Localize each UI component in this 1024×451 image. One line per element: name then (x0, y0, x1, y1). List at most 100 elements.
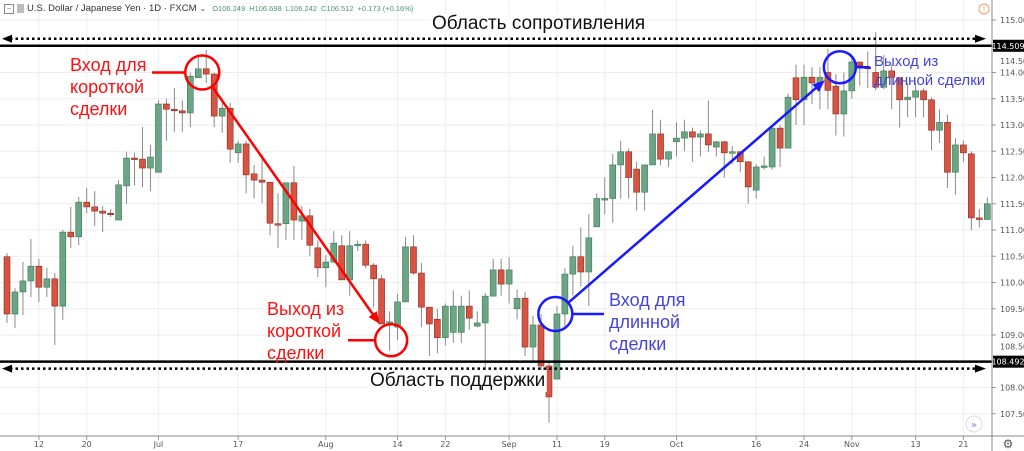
candle-up (187, 75, 194, 114)
short-entry-label: Вход для короткой сделки (70, 55, 147, 119)
candle-up (697, 133, 704, 138)
ohlc-close: C106.512 (320, 4, 354, 13)
candle-down (872, 72, 880, 88)
candle-down (434, 318, 441, 338)
candle-down (99, 210, 106, 214)
warning-icon (978, 3, 990, 15)
support-zone-label: Область поддержки (368, 370, 548, 392)
candle-up (513, 297, 521, 310)
candle-down (888, 70, 895, 78)
candle-up (936, 122, 943, 131)
candle-down (266, 181, 274, 224)
candle-down (856, 61, 864, 66)
time-tick-label: 22 (440, 440, 450, 449)
candle-up (489, 269, 497, 297)
candle-up (457, 305, 465, 333)
resistance-price-badge-label: 114.509 (991, 42, 1024, 51)
arrow-right-icon (975, 364, 986, 373)
price-tick-label: 114.500 (1000, 57, 1024, 66)
candle-up (147, 156, 154, 169)
candle-down (808, 76, 816, 84)
ohlc-high: H106.698 (249, 4, 282, 13)
candle-down (776, 127, 784, 149)
candle-down (242, 143, 250, 176)
candle-down (107, 212, 114, 215)
time-tick-label: 21 (958, 440, 968, 449)
candle-down (226, 107, 234, 150)
candle-down (131, 157, 138, 160)
candle-down (521, 297, 529, 348)
candle-up (115, 184, 122, 221)
candle-down (163, 103, 170, 110)
time-tick-label: Jul (153, 440, 164, 449)
candle-up (218, 107, 226, 117)
candle-up (952, 144, 959, 173)
candle-up (760, 165, 768, 168)
time-tick-label: Oct (670, 440, 684, 449)
candle-up (593, 198, 601, 228)
price-tick-label: 109.000 (1000, 331, 1024, 340)
candle-down (944, 122, 951, 173)
candle-down (537, 324, 545, 367)
long-entry-label: Вход для длинной сделки (609, 290, 686, 354)
candle-down (258, 179, 266, 183)
candle-down (3, 256, 11, 315)
time-tick-label: 19 (600, 440, 610, 449)
symbol-title[interactable]: U.S. Dollar / Japanese Yen · 1D · FXCM (27, 3, 197, 14)
candle-down (179, 110, 186, 114)
ohlc-change: +0.173 (+0.16%) (357, 4, 414, 13)
candle-up (59, 231, 67, 307)
price-tick-label: 108.500 (1000, 343, 1024, 352)
candle-up (585, 237, 593, 273)
chevron-down-icon[interactable]: ⌄ (199, 4, 207, 13)
time-tick-label: 24 (799, 440, 809, 449)
candle-down (832, 85, 840, 115)
symbol-flag-icon (17, 4, 24, 13)
price-tick-label: 108.000 (1000, 384, 1024, 393)
candle-down (171, 108, 178, 112)
short-trade-arrow (211, 86, 377, 319)
candle-up (194, 68, 202, 79)
support-price-badge (993, 355, 1024, 368)
settings-gear-icon[interactable]: ⚙ (1003, 437, 1014, 451)
candle-up (728, 151, 736, 154)
candle-up (904, 96, 911, 101)
price-tick-label: 113.000 (1000, 121, 1024, 130)
double-chevron-right-icon: » (971, 420, 977, 431)
price-tick-label: 114.000 (1000, 69, 1024, 78)
time-tick-label: 17 (233, 440, 243, 449)
candle-down (689, 131, 696, 138)
candle-down (744, 161, 752, 188)
scroll-to-realtime-button[interactable] (965, 415, 983, 433)
candle-up (27, 265, 35, 282)
candle-up (665, 151, 672, 160)
price-tick-label: 112.500 (1000, 147, 1024, 156)
time-tick-label: 14 (392, 440, 402, 449)
candle-down (976, 217, 983, 220)
candle-up (681, 131, 688, 139)
candle-down (370, 264, 377, 280)
candle-up (569, 256, 577, 275)
price-tick-label: 111.000 (1000, 226, 1024, 235)
candle-up (19, 280, 27, 293)
candle-down (896, 77, 903, 101)
candle-up (609, 164, 617, 199)
candle-down (418, 272, 425, 308)
chart-header: − U.S. Dollar / Japanese Yen · 1D · FXCM… (4, 3, 413, 14)
collapse-icon[interactable]: − (4, 3, 14, 14)
candle-down (91, 206, 98, 212)
price-tick-label: 110.500 (1000, 252, 1024, 261)
candle-down (577, 256, 585, 273)
candle-up (752, 166, 760, 191)
candle-down (410, 246, 417, 274)
time-tick-label: Aug (318, 440, 334, 449)
candle-up (768, 127, 776, 168)
candle-up (155, 103, 162, 173)
price-tick-label: 113.500 (1000, 95, 1024, 104)
candle-down (920, 90, 927, 101)
candle-up (912, 90, 919, 98)
candle-up (529, 324, 537, 348)
arrowhead-icon (812, 80, 825, 92)
candle-up (234, 143, 242, 154)
